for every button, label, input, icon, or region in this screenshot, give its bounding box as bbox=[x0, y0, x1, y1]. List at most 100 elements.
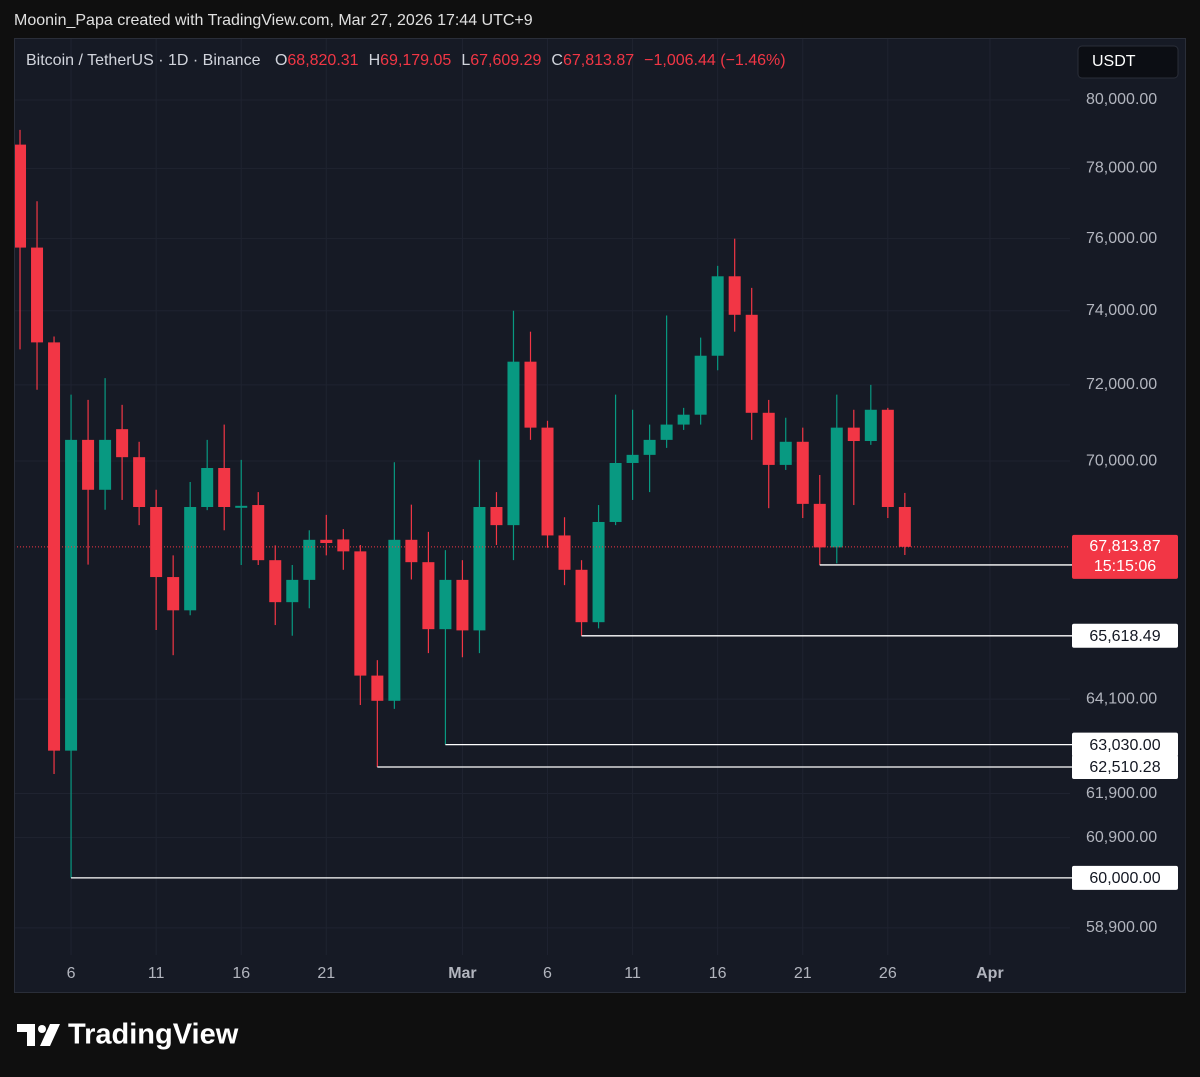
candle-body bbox=[218, 467, 231, 508]
level-label-box bbox=[1072, 865, 1178, 890]
candle-body bbox=[133, 457, 146, 508]
caption: Moonin_Papa created with TradingView.com… bbox=[14, 12, 533, 29]
candle-body bbox=[660, 424, 673, 440]
candle-body bbox=[167, 577, 180, 611]
y-tick-label: 61,900.00 bbox=[1086, 785, 1157, 802]
candle-body bbox=[728, 276, 741, 315]
candle-body bbox=[609, 462, 622, 522]
candle-body bbox=[116, 429, 129, 458]
x-tick-label: 21 bbox=[317, 965, 335, 982]
candle-body bbox=[354, 551, 367, 676]
level-label-box bbox=[1072, 732, 1178, 757]
ohlc-key: L bbox=[461, 52, 470, 69]
y-tick-label: 58,900.00 bbox=[1086, 919, 1157, 936]
x-tick-label: 6 bbox=[543, 965, 552, 982]
candle-body bbox=[524, 361, 537, 428]
ohlc-value: 67,813.87 bbox=[563, 52, 634, 69]
candle-body bbox=[677, 414, 690, 425]
x-tick-label: Mar bbox=[448, 965, 476, 982]
plot bbox=[15, 129, 1070, 878]
candle-body bbox=[745, 314, 758, 413]
y-tick-label: 74,000.00 bbox=[1086, 302, 1157, 319]
candle-body bbox=[881, 409, 894, 507]
candle-body bbox=[303, 539, 316, 580]
ohlc-value: 69,179.05 bbox=[380, 52, 451, 69]
axes: 80,000.00 78,000.00 76,000.00 74,000.00 72,0… bbox=[67, 91, 1158, 982]
ohlc-value: 68,820.31 bbox=[287, 52, 358, 69]
candle-body bbox=[439, 579, 452, 630]
candle-body bbox=[320, 539, 333, 543]
candle-body bbox=[201, 467, 214, 508]
change: −1,006.44 (−1.46%) bbox=[644, 52, 785, 69]
candle-body bbox=[456, 579, 469, 631]
level-label-box bbox=[1072, 755, 1178, 780]
candle-body bbox=[252, 505, 265, 561]
x-tick-label: 6 bbox=[67, 965, 76, 982]
candle-body bbox=[405, 539, 418, 563]
x-tick-label: 11 bbox=[148, 965, 165, 982]
candle-body bbox=[813, 503, 826, 548]
level-label: 60,000.00 bbox=[1089, 870, 1160, 887]
x-tick-label: 11 bbox=[624, 965, 641, 982]
candle-body bbox=[235, 505, 248, 508]
candle-body bbox=[15, 144, 27, 248]
ohlc-key: H bbox=[369, 52, 381, 69]
currency-label: USDT bbox=[1092, 53, 1136, 70]
candle-body bbox=[796, 441, 809, 504]
candle-body bbox=[898, 506, 911, 547]
x-tick-label: 16 bbox=[709, 965, 727, 982]
currency-button[interactable] bbox=[1077, 45, 1179, 79]
candle-body bbox=[575, 569, 588, 623]
candle-body bbox=[184, 507, 197, 611]
last-price-box bbox=[1072, 534, 1178, 579]
candle-body bbox=[286, 579, 299, 603]
x-tick-label: 16 bbox=[232, 965, 250, 982]
x-tick-label: Apr bbox=[976, 965, 1004, 982]
candle-body bbox=[490, 507, 503, 526]
candle-body bbox=[626, 454, 639, 463]
level-label: 63,030.00 bbox=[1089, 737, 1160, 754]
candle-body bbox=[507, 361, 520, 526]
brand: TradingView bbox=[68, 1019, 239, 1051]
ohlc-key: O bbox=[275, 52, 287, 69]
candle-body bbox=[847, 427, 860, 442]
y-tick-label: 70,000.00 bbox=[1086, 452, 1157, 469]
candle-body bbox=[711, 276, 724, 356]
candle-body bbox=[65, 439, 78, 751]
candle-body bbox=[592, 521, 605, 623]
level-label-box bbox=[1072, 623, 1178, 648]
candle-body bbox=[31, 247, 44, 343]
x-tick-label: 26 bbox=[879, 965, 897, 982]
candle-body bbox=[779, 441, 792, 465]
candle-body bbox=[422, 562, 435, 630]
candle-body bbox=[643, 439, 656, 455]
ohlc-key: C bbox=[551, 52, 563, 69]
candle-body bbox=[99, 439, 112, 490]
candle-body bbox=[473, 507, 486, 631]
candle-body bbox=[82, 439, 95, 490]
candle-body bbox=[269, 560, 282, 603]
y-tick-label: 78,000.00 bbox=[1086, 160, 1157, 177]
y-tick-label: 64,100.00 bbox=[1086, 690, 1157, 707]
level-label: 65,618.49 bbox=[1089, 628, 1160, 645]
candle-body bbox=[864, 409, 877, 442]
candle-body bbox=[762, 412, 775, 465]
candle-body bbox=[48, 342, 61, 751]
candle-body bbox=[388, 539, 401, 701]
level-label: 62,510.28 bbox=[1089, 759, 1160, 776]
x-tick-label: 21 bbox=[794, 965, 812, 982]
chart-header: Bitcoin / TetherUS · 1D · Binance O68,82… bbox=[26, 52, 786, 69]
last-price-label: 67,813.87 bbox=[1089, 538, 1160, 555]
candle-body bbox=[558, 535, 571, 570]
countdown: 15:15:06 bbox=[1094, 558, 1156, 575]
brand-logo bbox=[17, 1024, 60, 1046]
ohlc-value: 67,609.29 bbox=[470, 52, 541, 69]
symbol: Bitcoin / TetherUS · 1D · Binance bbox=[26, 52, 261, 69]
candle-body bbox=[830, 427, 843, 548]
candle-body bbox=[337, 539, 350, 552]
candle-body bbox=[371, 675, 384, 701]
candle-body bbox=[694, 355, 707, 415]
candle-body bbox=[541, 427, 554, 536]
y-tick-label: 60,900.00 bbox=[1086, 829, 1157, 846]
